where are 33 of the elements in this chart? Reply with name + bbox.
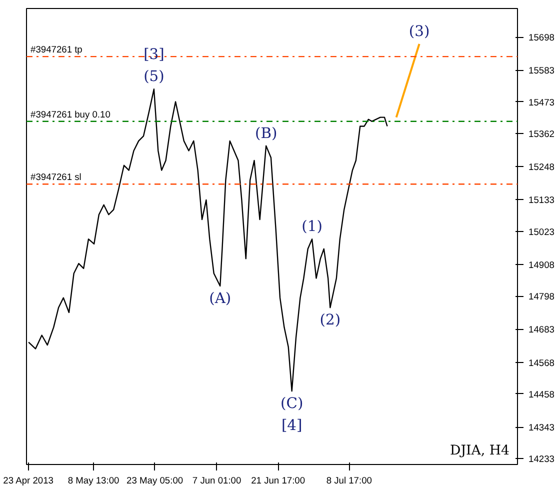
y-tick-label: 15023 bbox=[528, 226, 554, 237]
annotation: [3] bbox=[144, 46, 164, 64]
annotation: (2) bbox=[320, 312, 341, 329]
y-tick-label: 14233 bbox=[528, 454, 554, 464]
ref-line-label: #3947261 tp bbox=[30, 44, 82, 55]
y-tick-label: 15473 bbox=[528, 97, 554, 108]
y-tick-label: 14458 bbox=[528, 389, 554, 400]
ref-line-label: #3947261 buy 0.10 bbox=[30, 109, 110, 120]
annotation: [4] bbox=[281, 417, 302, 434]
y-tick-label: 14568 bbox=[528, 358, 554, 368]
y-tick-label: 14683 bbox=[528, 324, 554, 335]
x-tick-label: 21 Jun 17:00 bbox=[251, 476, 306, 486]
annotation: (3) bbox=[408, 22, 430, 40]
y-tick-label: 15133 bbox=[528, 195, 554, 206]
y-tick-label: 14908 bbox=[528, 260, 554, 270]
y-tick-label: 14798 bbox=[528, 292, 554, 302]
annotation: (A) bbox=[209, 290, 232, 308]
annotation: (1) bbox=[302, 218, 322, 236]
annotation: DJIA, H4 bbox=[450, 444, 510, 458]
annotation: (5) bbox=[144, 68, 164, 86]
y-tick-label: 15583 bbox=[528, 66, 554, 76]
x-tick-label: 8 Jul 17:00 bbox=[326, 476, 372, 486]
y-tick-label: 15248 bbox=[528, 162, 554, 172]
annotation: (C) bbox=[280, 395, 304, 412]
x-tick-label: 8 May 13:00 bbox=[68, 476, 120, 486]
x-tick-label: 23 Apr 2013 bbox=[3, 476, 54, 486]
y-tick-label: 15698 bbox=[528, 32, 554, 42]
x-tick-label: 23 May 05:00 bbox=[126, 476, 184, 486]
ref-line-label: #3947261 sl bbox=[30, 172, 82, 182]
annotation: (B) bbox=[254, 124, 278, 142]
y-tick-label: 15362 bbox=[528, 129, 554, 140]
x-tick-label: 7 Jun 01:00 bbox=[192, 476, 242, 486]
y-tick-label: 14343 bbox=[528, 422, 554, 433]
